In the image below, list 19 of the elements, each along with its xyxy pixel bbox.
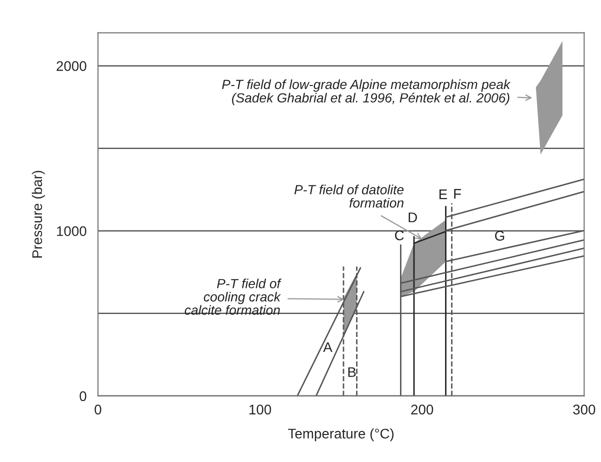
y-axis-title: Pressure (bar)	[32, 170, 45, 258]
x-tick-label: 200	[411, 404, 434, 414]
series-label: C	[395, 230, 404, 240]
series-label: E	[439, 190, 448, 200]
x-tick-label: 100	[250, 404, 272, 414]
series-label: A	[323, 342, 332, 352]
x-tick-label: 300	[573, 404, 596, 414]
series-label: G	[495, 230, 504, 241]
annotation: P-T field of low-grade Alpine metamorphism peak (Sadek Ghabrial et al. 1996, Péntek et al. 2006)	[222, 79, 511, 106]
series-label: D	[408, 212, 417, 222]
series-label: B	[348, 367, 356, 377]
y-tick-label: 1000	[57, 226, 86, 236]
x-tick-label: 0	[94, 404, 102, 414]
y-tick-label: 2000	[56, 61, 86, 71]
y-tick-label: 0	[80, 391, 86, 402]
x-axis-title: Temperature (°C)	[288, 428, 394, 442]
annotation: P-T field of datolite formation	[294, 184, 404, 208]
annotation: P-T field of cooling crack calcite formation	[184, 278, 282, 315]
series-label: F	[454, 189, 462, 199]
